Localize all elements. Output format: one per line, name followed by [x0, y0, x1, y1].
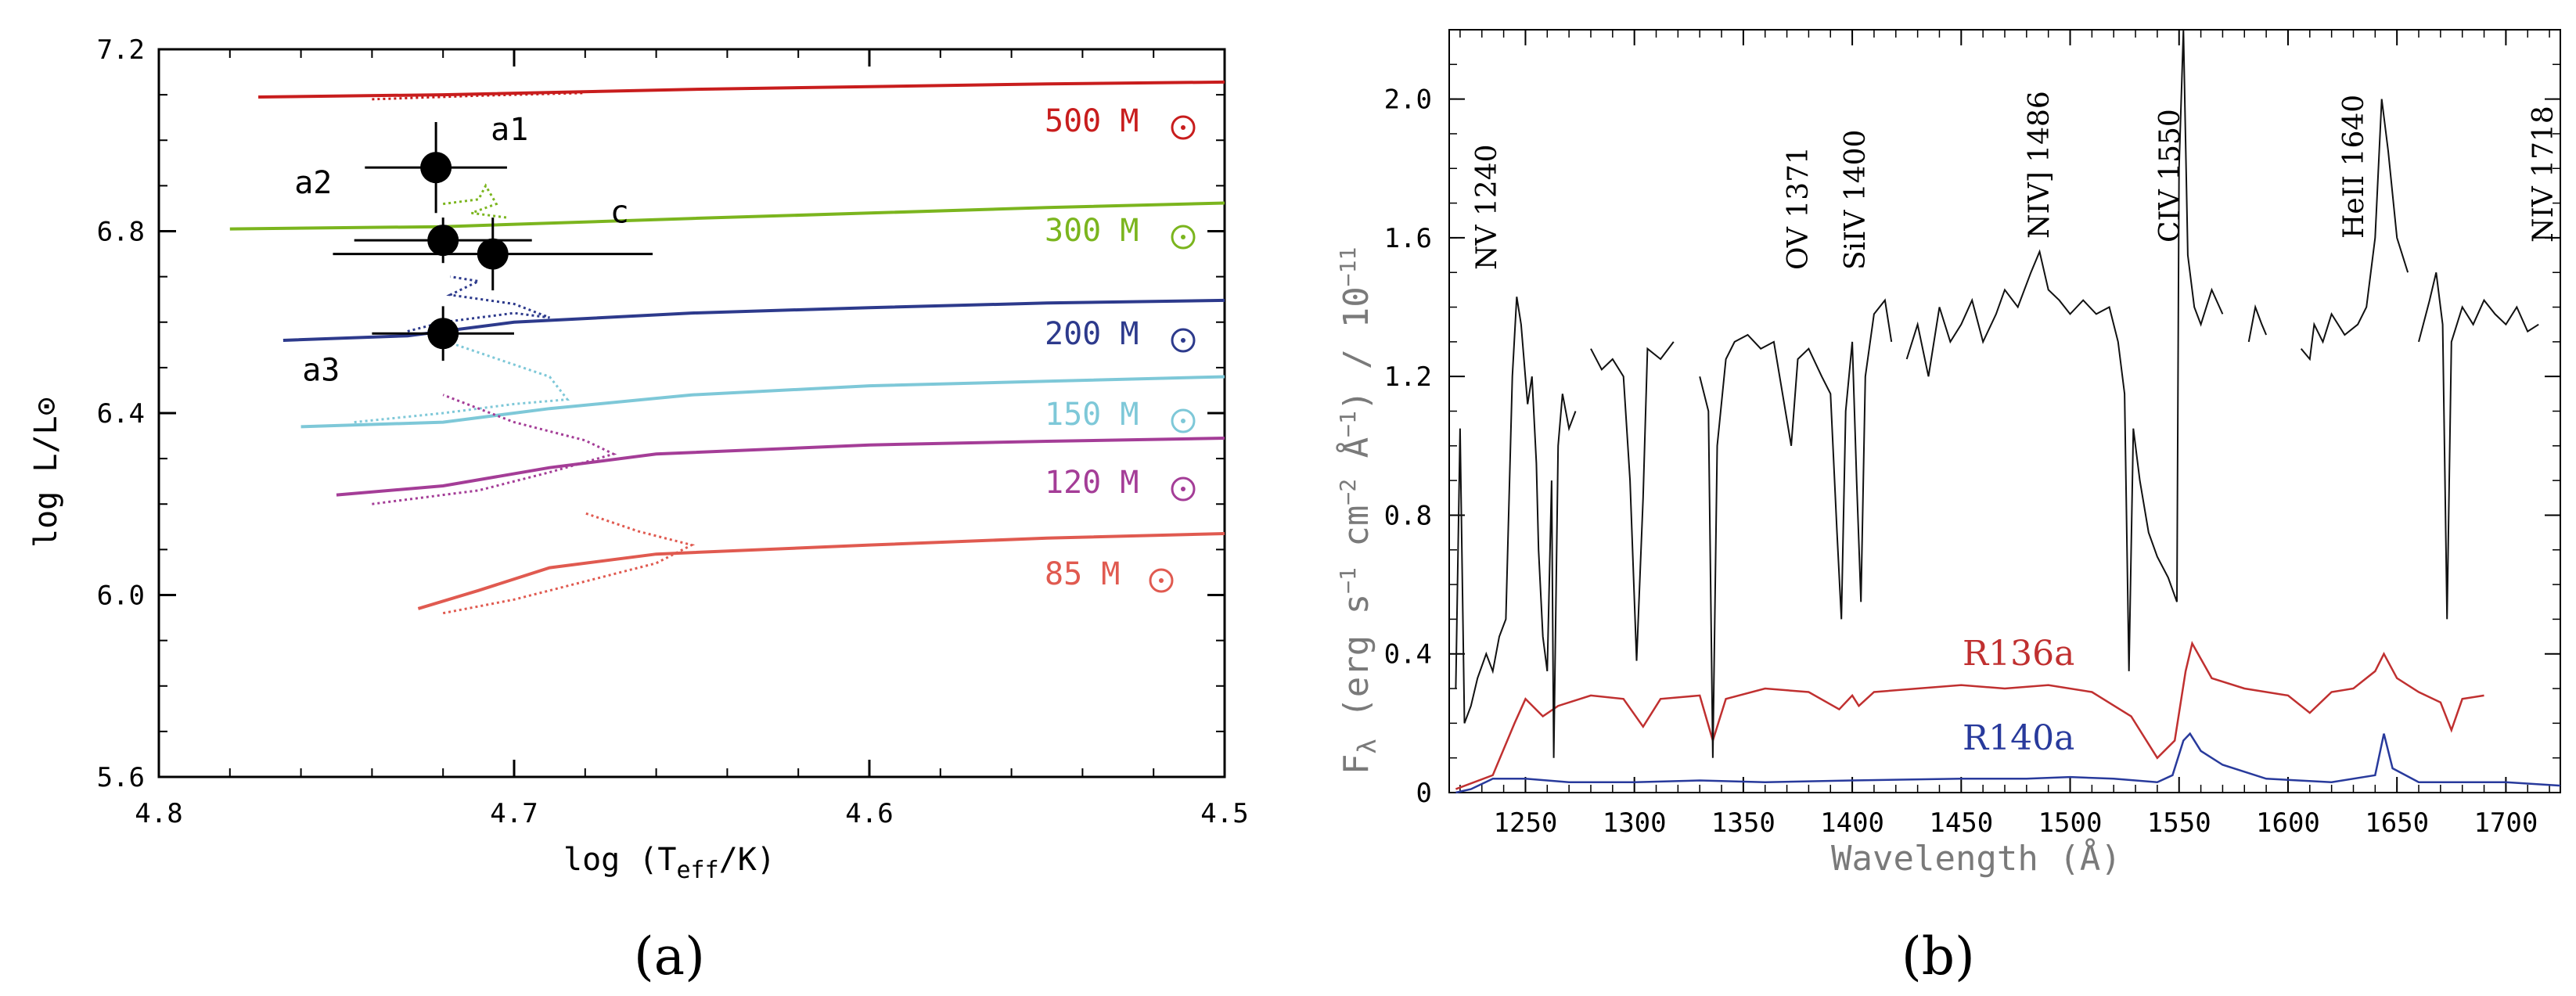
y-tick-label-b: 2.0 — [1384, 84, 1432, 116]
track-solid-4 — [336, 437, 1225, 497]
y-axis-label-a: log L/L⊙ — [28, 397, 64, 548]
mass-label-120: 120 M — [1045, 465, 1139, 501]
x-tick-label-b: 1400 — [1820, 807, 1884, 839]
stars-a: a1 a2 c a3 — [294, 112, 653, 388]
sun-symbol-300 — [1171, 225, 1196, 250]
sun-dot-300 — [1181, 235, 1185, 239]
line-id-heii1640: HeII 1640 — [2338, 95, 2370, 239]
x-tick-label-b: 1700 — [2473, 807, 2538, 839]
sun-symbol-85 — [1149, 568, 1174, 593]
mass-label-300: 300 M — [1045, 213, 1139, 249]
star-label-a3: a3 — [302, 352, 340, 388]
track-solid-3 — [300, 375, 1225, 429]
spectrum-segment-2-3 — [1905, 29, 2224, 671]
line-id-niv1718: NIV 1718 — [2527, 106, 2560, 243]
spectrum-segment-3-1 — [2300, 99, 2409, 361]
ticks-a: 4.8 4.7 4.6 4.5 5.6 6.0 6.4 6.8 7.2 — [97, 34, 1249, 829]
line-id-siiv1400: SiIV 1400 — [1840, 130, 1872, 270]
panel-label-b: (b) — [1901, 926, 1975, 987]
x-tick-label-a: 4.6 — [845, 798, 893, 829]
solar-symbols — [1149, 115, 1196, 593]
star-point-c — [477, 238, 509, 270]
x-tick-label-b: 1450 — [1929, 807, 1993, 839]
spectrum-R136a — [1455, 640, 2484, 790]
series-label-r140a: R140a — [1963, 718, 2074, 758]
track-solid-1 — [229, 201, 1225, 231]
x-tick-label-a: 4.5 — [1200, 798, 1248, 829]
track-dotted-2 — [407, 275, 550, 333]
y-tick-label-b: 0.4 — [1384, 639, 1432, 671]
x-axis-label-b: Wavelength (Å) — [1831, 837, 2121, 879]
sun-dot-150 — [1181, 419, 1185, 423]
plot-frame-b — [1448, 29, 2561, 793]
star-point-a3 — [427, 318, 459, 350]
spectrum-segment-3-2 — [2418, 271, 2539, 620]
sun-symbol-150 — [1171, 408, 1196, 433]
track-dotted-5 — [442, 512, 696, 615]
mass-label-500: 500 M — [1045, 103, 1139, 139]
series-label-r136a: R136a — [1963, 634, 2074, 674]
y-tick-label-a: 6.8 — [97, 217, 145, 248]
y-tick-label-a: 6.0 — [97, 581, 145, 612]
track-dotted-3 — [354, 339, 570, 424]
track-solid-0 — [258, 80, 1225, 99]
x-tick-label-a: 4.8 — [135, 798, 182, 829]
y-tick-label-a: 5.6 — [97, 762, 145, 793]
x-tick-label-b: 1600 — [2256, 807, 2320, 839]
x-tick-label-a: 4.7 — [490, 798, 538, 829]
panel-label-a: (a) — [634, 926, 705, 987]
y-tick-label-b: 0.8 — [1384, 500, 1432, 531]
y-tick-label-b: 1.2 — [1384, 361, 1432, 393]
line-id-nv1240: NV 1240 — [1471, 144, 1503, 270]
mass-label-150: 150 M — [1045, 397, 1139, 433]
line-id-civ1550: CIV 1550 — [2154, 109, 2186, 243]
x-tick-label-b: 1650 — [2365, 807, 2429, 839]
star-label-a1: a1 — [491, 112, 528, 148]
track-dotted-1 — [443, 183, 508, 219]
sun-dot-500 — [1181, 125, 1185, 130]
line-ids: NV 1240 OV 1371 SiIV 1400 NIV] 1486 CIV … — [1471, 91, 2560, 270]
star-label-c: c — [610, 195, 629, 231]
track-dotted-4 — [372, 394, 617, 505]
y-tick-label-a: 7.2 — [97, 34, 145, 66]
spectrum-R140a — [1455, 732, 2561, 794]
x-tick-label-b: 1300 — [1603, 807, 1667, 839]
sun-dot-120 — [1181, 487, 1185, 491]
spectrum-segment-3-0 — [2247, 304, 2268, 343]
x-tick-label-b: 1350 — [1711, 807, 1775, 839]
y-tick-label-b: 1.6 — [1384, 223, 1432, 254]
y-tick-label-a: 6.4 — [97, 398, 145, 430]
y-tick-label-b: 0 — [1416, 778, 1432, 809]
mass-label-200: 200 M — [1045, 316, 1139, 352]
ticks-b: 1250 1300 1350 1400 1450 1500 1550 1600 1650 1700… — [1384, 29, 2560, 839]
star-label-a2: a2 — [294, 165, 332, 201]
svg-text:Fλ (erg s−1 cm−2 Å−1) / 10−11: Fλ (erg s−1 cm−2 Å−1) / 10−11 — [1335, 247, 1382, 775]
y-axis-label-b: Fλ (erg s−1 cm−2 Å−1) / 10−11 — [1335, 247, 1382, 775]
x-tick-label-b: 1500 — [2038, 807, 2103, 839]
star-point-a1 — [420, 152, 452, 184]
line-id-niv1486: NIV] 1486 — [2024, 91, 2056, 239]
spectrum-segment-2-2 — [1699, 298, 1893, 758]
sun-dot-85 — [1159, 578, 1164, 583]
x-tick-label-b: 1250 — [1494, 807, 1558, 839]
series-b — [1455, 29, 2561, 794]
spectrum-segment-2-0 — [1455, 297, 1577, 758]
track-solid-2 — [282, 298, 1225, 342]
svg-text:log L/L⊙: log L/L⊙ — [28, 397, 64, 548]
track-solid-5 — [417, 532, 1225, 610]
sun-symbol-120 — [1171, 476, 1196, 502]
panel-b: 1250 1300 1350 1400 1450 1500 1550 1600 1650 1700… — [1335, 29, 2561, 987]
star-point-a2 — [427, 225, 459, 257]
sun-dot-200 — [1181, 338, 1185, 343]
sun-symbol-200 — [1171, 328, 1196, 353]
sun-symbol-500 — [1171, 115, 1196, 140]
series-a — [229, 80, 1225, 615]
spectrum-segment-2-1 — [1590, 341, 1675, 661]
x-axis-label-a: log (Teff/K) — [563, 842, 775, 884]
mass-label-85: 85 M — [1045, 556, 1120, 592]
panel-a: 4.8 4.7 4.6 4.5 5.6 6.0 6.4 6.8 7.2 a1 a2 c a3 500 … — [28, 34, 1249, 987]
line-id-ov1371: OV 1371 — [1783, 146, 1815, 270]
x-tick-label-b: 1550 — [2147, 807, 2211, 839]
